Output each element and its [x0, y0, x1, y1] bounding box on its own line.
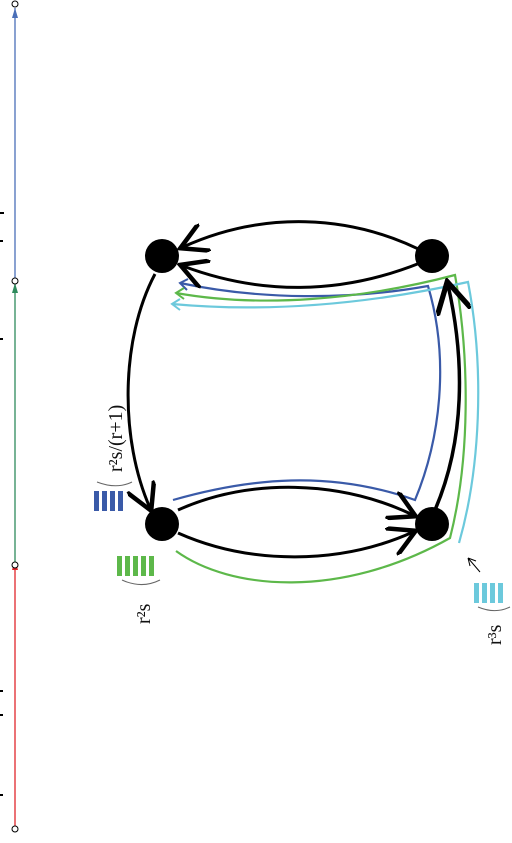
blue-weight-label: r²s/(r+1): [105, 405, 127, 472]
axis-node: [11, 561, 19, 569]
green-weight-label: r²s: [133, 603, 155, 624]
green-path: [175, 273, 467, 584]
blue-bars: [94, 491, 123, 511]
cyan-path-arrow: [170, 298, 181, 311]
green-label-bracket: [121, 579, 161, 585]
cyan-label-bracket: [477, 606, 511, 612]
node-bottom-right: [415, 507, 449, 541]
cyan-weight-label: r³s: [484, 624, 506, 645]
axis-arrow-teal: [12, 283, 18, 293]
axis-node: [11, 277, 19, 285]
edge-bottom-outer: [177, 485, 413, 515]
node-top-left: [145, 239, 179, 273]
green-path-arrow: [174, 287, 185, 300]
edge-bottom-inner: [177, 532, 413, 559]
edge-top-outer: [183, 220, 431, 257]
blue-path: [172, 281, 442, 502]
blue-label-bracket: [96, 481, 133, 487]
axis-node: [11, 0, 19, 8]
axis-node: [11, 825, 19, 833]
edge-left: [128, 273, 157, 508]
node-bottom-left: [145, 507, 179, 541]
edge-right: [433, 285, 459, 511]
axis-arrow-blue: [12, 8, 18, 18]
edge-top-inner: [183, 263, 421, 289]
cyan-path: [171, 280, 480, 544]
cyan-bars: [474, 583, 503, 603]
green-bars: [117, 556, 154, 576]
node-top-right: [415, 239, 449, 273]
cyan-pointer: [467, 557, 481, 573]
